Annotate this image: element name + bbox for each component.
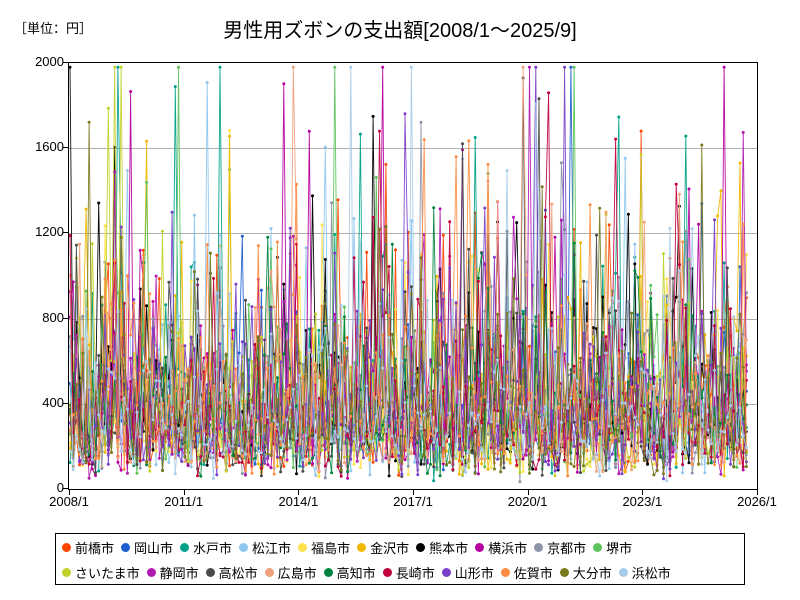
legend-marker-icon bbox=[298, 542, 308, 552]
y-tick-label: 1600 bbox=[35, 139, 64, 155]
y-tick-mark bbox=[63, 402, 68, 404]
legend-label: 長崎市 bbox=[395, 565, 435, 581]
x-tick-label: 2008/1 bbox=[49, 494, 89, 509]
legend-item[interactable]: 浜松市 bbox=[618, 563, 671, 582]
legend-marker-icon bbox=[593, 542, 603, 552]
legend-label: 熊本市 bbox=[429, 540, 469, 556]
legend-label: 水戸市 bbox=[193, 540, 233, 556]
legend-row-2: さいたま市 静岡市 高松市 広島市 高知市 長崎市 山形市 佐賀市 大分市 浜松市 bbox=[56, 559, 744, 585]
legend-label: 松江市 bbox=[252, 540, 292, 556]
legend-label: 横浜市 bbox=[488, 540, 528, 556]
legend-marker-icon bbox=[382, 567, 392, 577]
legend-item[interactable]: 広島市 bbox=[264, 563, 317, 582]
legend-marker-icon bbox=[416, 542, 426, 552]
x-tick-mark bbox=[184, 490, 185, 495]
legend-item[interactable]: 静岡市 bbox=[146, 563, 199, 582]
y-tick-mark bbox=[63, 317, 68, 319]
x-tick-label: 2026/1 bbox=[737, 494, 777, 509]
y-tick-mark bbox=[63, 232, 68, 234]
legend-marker-icon bbox=[239, 542, 249, 552]
x-tick-mark bbox=[69, 490, 70, 495]
legend-marker-icon bbox=[357, 542, 367, 552]
legend-label: 大分市 bbox=[572, 565, 612, 581]
legend-marker-icon bbox=[205, 567, 215, 577]
legend-item[interactable]: 水戸市 bbox=[180, 538, 232, 557]
legend-marker-icon bbox=[121, 542, 131, 552]
legend-label: 京都市 bbox=[547, 540, 587, 556]
legend-label: 佐賀市 bbox=[513, 565, 553, 581]
legend-item[interactable]: 京都市 bbox=[534, 538, 586, 557]
legend-label: 堺市 bbox=[606, 540, 633, 556]
x-tick-mark bbox=[642, 490, 643, 495]
legend-item[interactable]: 前橋市 bbox=[62, 538, 114, 557]
legend-marker-icon bbox=[500, 567, 510, 577]
legend-label: 前橋市 bbox=[75, 540, 115, 556]
y-tick-mark bbox=[63, 147, 68, 149]
x-tick-label: 2011/1 bbox=[164, 494, 204, 509]
x-tick-label: 2023/1 bbox=[622, 494, 663, 509]
legend-item[interactable]: 山形市 bbox=[441, 563, 494, 582]
x-tick-label: 2020/1 bbox=[507, 494, 548, 509]
legend-item[interactable]: 横浜市 bbox=[475, 538, 527, 557]
x-tick-mark bbox=[413, 490, 414, 495]
legend-item[interactable]: 熊本市 bbox=[416, 538, 468, 557]
legend-marker-icon bbox=[534, 542, 544, 552]
y-tick-mark bbox=[63, 488, 68, 489]
legend-item[interactable]: 長崎市 bbox=[382, 563, 435, 582]
x-tick-mark bbox=[757, 490, 758, 495]
legend-label: 広島市 bbox=[277, 565, 317, 581]
legend-item[interactable]: 岡山市 bbox=[121, 538, 173, 557]
x-tick-label: 2017/1 bbox=[393, 494, 433, 509]
legend-label: 山形市 bbox=[454, 565, 494, 581]
legend-marker-icon bbox=[559, 567, 569, 577]
legend-item[interactable]: 高松市 bbox=[205, 563, 258, 582]
legend-marker-icon bbox=[618, 567, 628, 577]
legend-label: 高松市 bbox=[218, 565, 258, 581]
legend-label: 高知市 bbox=[336, 565, 376, 581]
y-tick-label: 800 bbox=[42, 309, 64, 325]
unit-label: ［単位：円］ bbox=[14, 21, 93, 36]
legend-label: 静岡市 bbox=[159, 565, 199, 581]
legend-label: 浜松市 bbox=[631, 565, 671, 581]
x-tick-label: 2014/1 bbox=[278, 494, 319, 509]
page-title: 男性用ズボンの支出額[2008/1～2025/9] bbox=[223, 20, 577, 42]
legend-label: 岡山市 bbox=[134, 540, 174, 556]
legend-marker-icon bbox=[264, 567, 274, 577]
legend-item[interactable]: 高知市 bbox=[323, 563, 376, 582]
legend-marker-icon bbox=[180, 542, 190, 552]
legend-label: 金沢市 bbox=[370, 540, 410, 556]
legend-label: 福島市 bbox=[311, 540, 351, 556]
legend-item[interactable]: さいたま市 bbox=[62, 563, 140, 582]
legend-marker-icon bbox=[323, 567, 333, 577]
legend-label: さいたま市 bbox=[75, 565, 140, 581]
y-tick-mark bbox=[63, 62, 68, 63]
y-tick-label: 1200 bbox=[35, 224, 64, 240]
legend-marker-icon bbox=[62, 542, 71, 552]
legend-marker-icon bbox=[146, 567, 156, 577]
legend-item[interactable]: 佐賀市 bbox=[500, 563, 553, 582]
legend-marker-icon bbox=[441, 567, 451, 577]
y-tick-label: 0 bbox=[56, 480, 64, 495]
series-19 bbox=[69, 65, 748, 483]
y-tick-label: 2000 bbox=[35, 54, 64, 69]
x-tick-mark bbox=[298, 490, 299, 495]
series-lines bbox=[69, 65, 748, 484]
legend-item[interactable]: 福島市 bbox=[298, 538, 350, 557]
legend: 前橋市 岡山市 水戸市 松江市 福島市 金沢市 熊本市 横浜市 京都市 堺市 さいたま市 静岡市 高松… bbox=[55, 533, 745, 585]
plot-area bbox=[68, 62, 758, 490]
y-tick-label: 400 bbox=[42, 394, 64, 410]
gridline bbox=[69, 148, 757, 149]
legend-item[interactable]: 堺市 bbox=[593, 538, 632, 557]
legend-marker-icon bbox=[62, 567, 71, 577]
legend-item[interactable]: 松江市 bbox=[239, 538, 291, 557]
legend-marker-icon bbox=[475, 542, 485, 552]
legend-item[interactable]: 金沢市 bbox=[357, 538, 409, 557]
legend-row-1: 前橋市 岡山市 水戸市 松江市 福島市 金沢市 熊本市 横浜市 京都市 堺市 bbox=[56, 534, 744, 560]
legend-item[interactable]: 大分市 bbox=[559, 563, 612, 582]
x-tick-mark bbox=[528, 490, 529, 495]
